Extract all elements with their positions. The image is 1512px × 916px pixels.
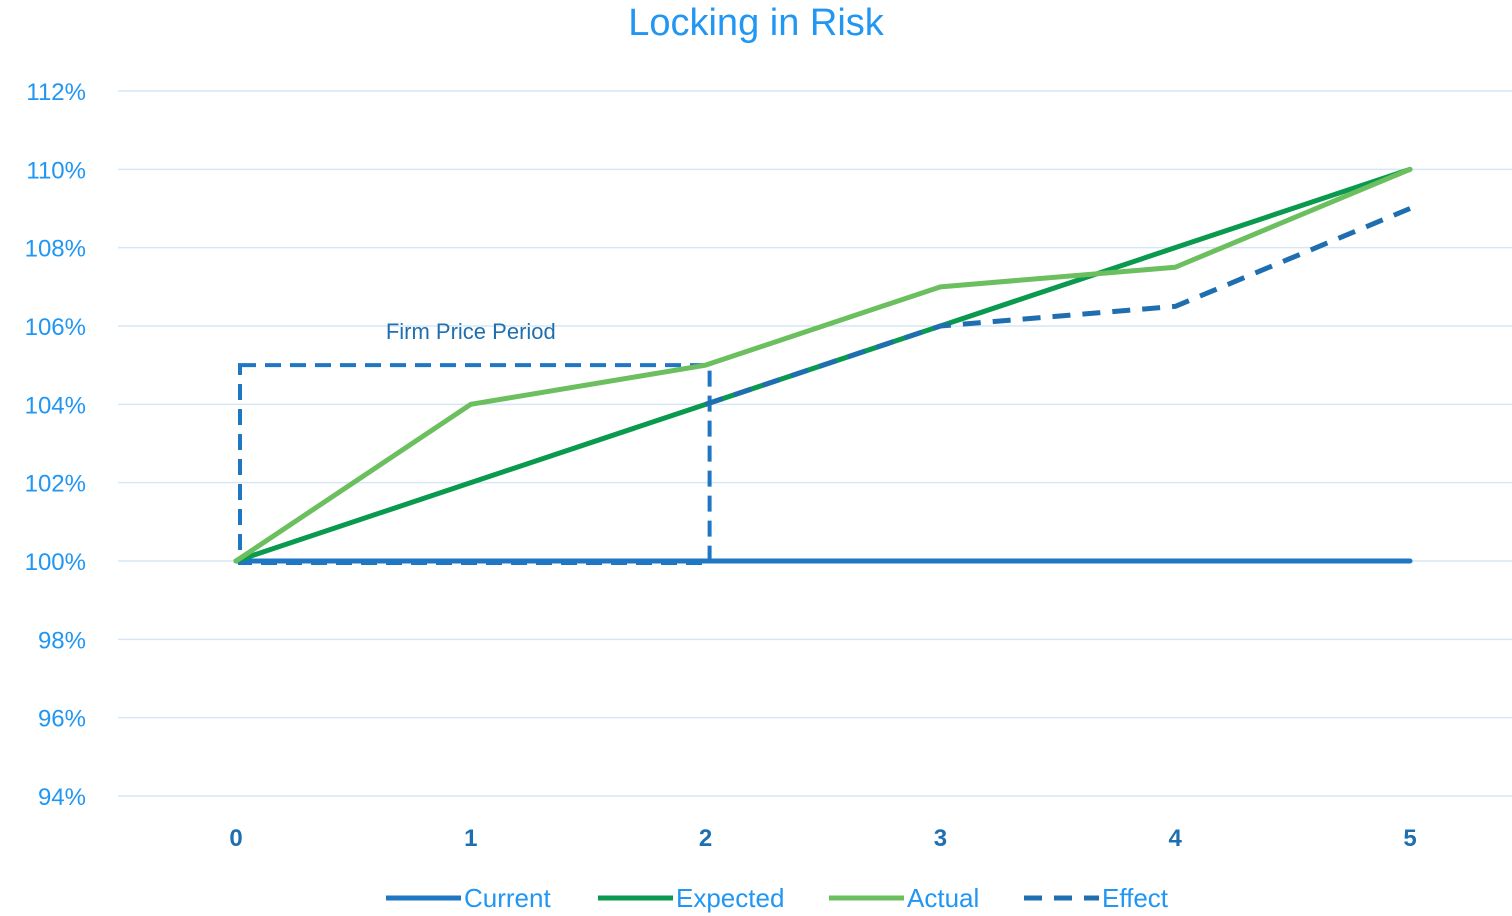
y-tick-label: 110% <box>26 157 86 184</box>
x-tick-label: 0 <box>229 825 242 852</box>
legend-label-expected: Expected <box>676 883 784 913</box>
x-tick-label: 1 <box>464 825 477 852</box>
x-tick-label: 5 <box>1403 825 1416 852</box>
legend-label-current: Current <box>464 883 551 913</box>
y-tick-label: 108% <box>25 236 86 263</box>
y-tick-label: 112% <box>26 79 86 106</box>
series-line-actual <box>233 166 1413 564</box>
y-tick-label: 96% <box>38 706 86 733</box>
legend-label-effect: Effect <box>1102 883 1169 913</box>
series-lines <box>233 166 1413 564</box>
y-tick-label: 106% <box>25 314 86 341</box>
firm-price-period-box <box>238 363 712 565</box>
y-tick-label: 104% <box>25 392 86 419</box>
x-axis-ticks: 0 1 2 3 4 5 <box>229 825 1416 852</box>
annotations: Firm Price Period <box>238 319 712 565</box>
x-tick-label: 3 <box>934 825 947 852</box>
x-tick-label: 2 <box>699 825 712 852</box>
y-tick-label: 102% <box>25 471 86 498</box>
y-tick-label: 94% <box>38 784 86 811</box>
legend: Current Expected Actual Effect <box>386 883 1169 913</box>
y-tick-label: 100% <box>25 549 86 576</box>
series-line-effect <box>704 206 1411 407</box>
y-tick-label: 98% <box>38 627 86 654</box>
annotation-label: Firm Price Period <box>386 319 556 344</box>
gridlines <box>118 90 1512 797</box>
legend-label-actual: Actual <box>907 883 979 913</box>
x-tick-label: 4 <box>1169 825 1183 852</box>
chart-title: Locking in Risk <box>628 2 884 44</box>
y-axis-ticks: 94% 96% 98% 100% 102% 104% 106% 108% 110% 112% <box>25 79 86 811</box>
